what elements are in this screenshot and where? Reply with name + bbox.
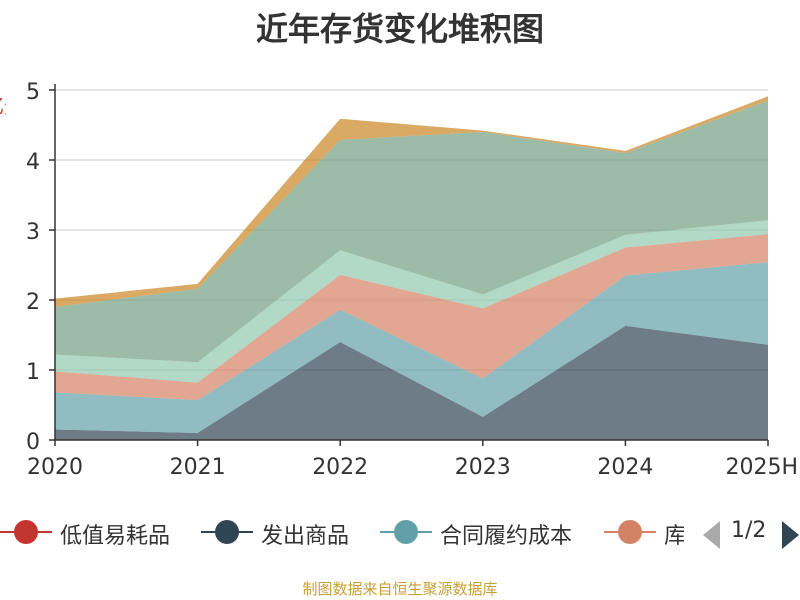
area-series (55, 96, 768, 440)
legend-marker-icon (14, 520, 38, 544)
y-axis-label: 亿元 (0, 95, 6, 117)
legend-item-2[interactable]: 合同履约成本 (380, 512, 595, 552)
y-tick-label: 2 (26, 290, 40, 315)
legend-page-indicator: 1/2 (731, 518, 767, 543)
legend-item-3[interactable]: 库 (604, 512, 684, 552)
y-tick-label: 5 (26, 80, 40, 105)
x-tick-label: 2025H (725, 455, 798, 480)
legend-marker-icon (394, 520, 418, 544)
axes (49, 84, 769, 446)
area-series-5[interactable] (55, 100, 768, 363)
y-tick-label: 0 (26, 430, 40, 455)
legend-item-0[interactable]: 低值易耗品 (0, 512, 190, 552)
y-tick-label: 4 (26, 150, 40, 175)
x-tick-label: 2021 (170, 455, 226, 480)
legend-marker-icon (215, 520, 239, 544)
x-tick-label: 2023 (455, 455, 511, 480)
x-tick-label: 2022 (312, 455, 368, 480)
area-series-2[interactable] (55, 262, 768, 433)
legend-next-icon[interactable] (782, 521, 799, 549)
x-tick-label: 2020 (27, 455, 83, 480)
area-series-1[interactable] (55, 325, 768, 440)
legend-label: 合同履约成本 (440, 524, 573, 549)
source-footer: 制图数据来自恒生聚源数据库 (302, 580, 498, 598)
legend-label: 库 (664, 524, 684, 549)
legend-label: 低值易耗品 (60, 524, 171, 549)
legend-marker-icon (618, 520, 642, 544)
x-tick-label: 2024 (597, 455, 653, 480)
y-tick-label: 3 (26, 220, 40, 245)
area-series-4[interactable] (55, 220, 768, 383)
y-tick-label: 1 (26, 360, 40, 385)
chart-title: 近年存货变化堆积图 (255, 10, 544, 48)
legend-prev-icon[interactable] (703, 521, 720, 549)
tick-labels: 0 1 2 3 4 5 2020 2021 2022 2023 2024 2025H (26, 80, 798, 480)
legend: 低值易耗品 发出商品 合同履约成本 库 (0, 512, 800, 552)
legend-label: 发出商品 (261, 524, 350, 549)
area-series-3[interactable] (55, 234, 768, 401)
legend-item-1[interactable]: 发出商品 (201, 512, 371, 552)
